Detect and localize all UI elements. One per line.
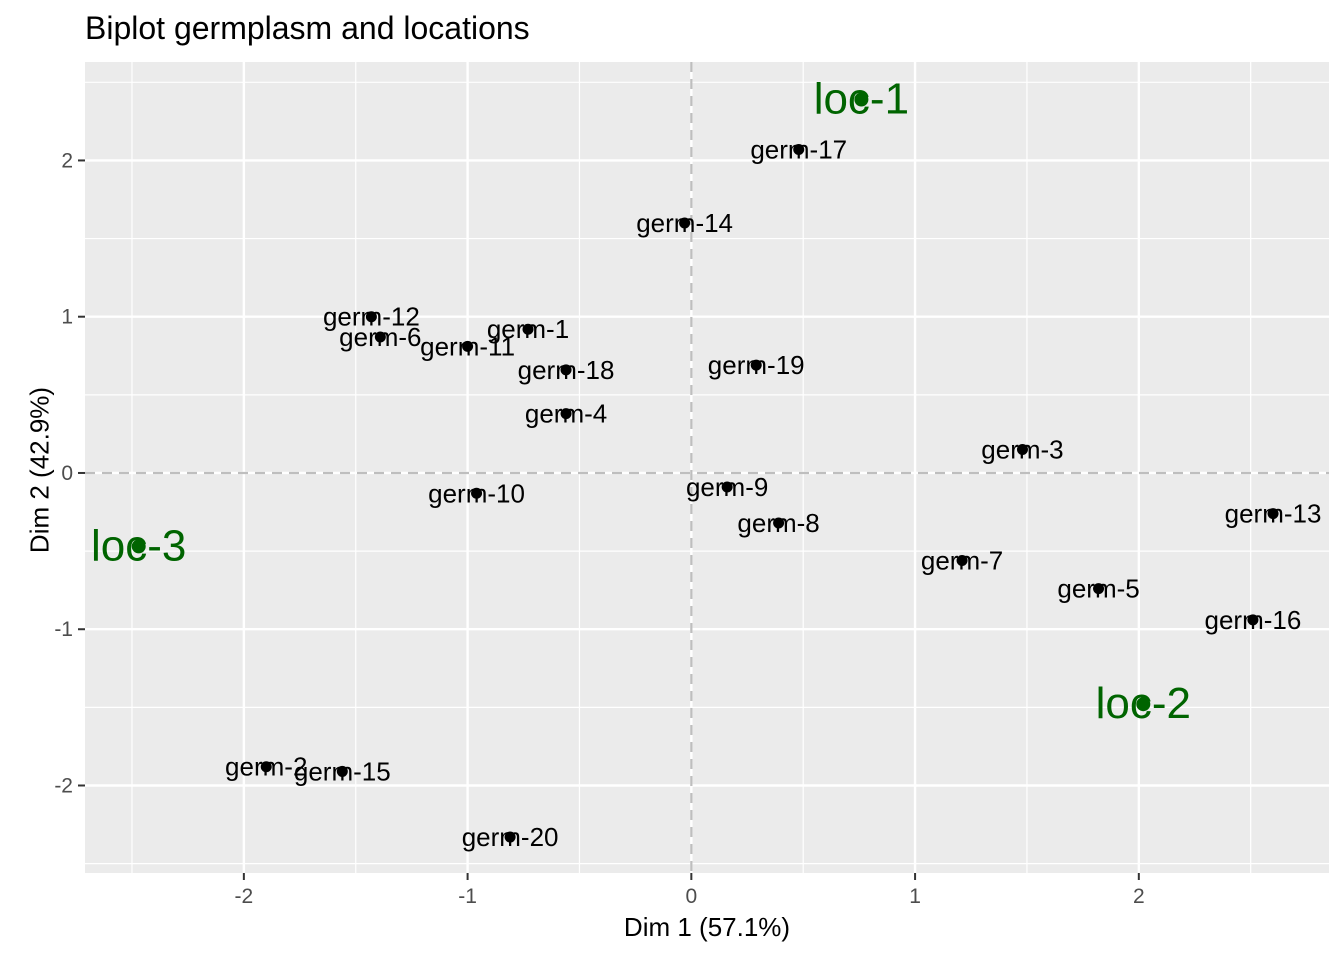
- reference-lines: [85, 62, 1329, 873]
- germplasm-point: [956, 554, 968, 566]
- germplasm-label: germ-7: [921, 545, 1003, 575]
- x-axis-label: Dim 1 (57.1%): [623, 912, 791, 942]
- germplasm-label: germ-3: [981, 435, 1063, 465]
- chart-title: Biplot germplasm and locations: [85, 10, 530, 46]
- germplasm-point: [773, 517, 785, 529]
- germplasm-point: [365, 311, 377, 323]
- germplasm-point: [1247, 614, 1259, 626]
- germplasm-label: germ-2: [225, 752, 307, 782]
- location-point: [854, 92, 869, 107]
- germplasm-label: germ-6: [339, 322, 421, 352]
- major-gridlines: [85, 62, 1329, 873]
- germplasm-label: germ-11: [420, 331, 515, 361]
- germplasm-label: germ-9: [686, 472, 768, 502]
- x-tick-label: 0: [685, 885, 697, 908]
- germplasm-point: [750, 359, 762, 371]
- germplasm-label: germ-12: [323, 302, 420, 332]
- location-label: loc-1: [814, 75, 909, 124]
- y-tick-label: 0: [61, 462, 73, 485]
- x-tick-label: -2: [235, 885, 254, 908]
- germplasm-point: [560, 364, 572, 376]
- germplasm-point: [504, 831, 516, 843]
- germplasm-label: germ-15: [294, 756, 391, 786]
- germplasm-point: [522, 323, 534, 335]
- germplasm-label: germ-1: [487, 314, 569, 344]
- germplasm-point: [374, 331, 386, 343]
- germplasm-label: germ-4: [525, 399, 607, 429]
- x-tick-label: 1: [909, 885, 921, 908]
- germplasm-label: germ-18: [518, 355, 615, 385]
- germplasm-label: germ-14: [636, 208, 733, 238]
- minor-gridlines: [85, 62, 1329, 873]
- y-tick-label: 2: [61, 149, 73, 172]
- chart-marks: germ-1germ-2germ-3germ-4germ-5germ-6germ…: [91, 75, 1321, 853]
- location-point: [131, 539, 146, 554]
- germplasm-point: [721, 481, 733, 493]
- plot-panel: [85, 62, 1329, 873]
- germplasm-point: [260, 761, 272, 773]
- location-label: loc-2: [1096, 679, 1191, 728]
- y-axis-label: Dim 2 (42.9%): [24, 386, 55, 554]
- germplasm-label: germ-5: [1057, 574, 1139, 604]
- germplasm-point: [1093, 583, 1105, 595]
- germplasm-label: germ-16: [1205, 605, 1302, 635]
- x-tick-label: -1: [458, 885, 477, 908]
- germplasm-label: germ-10: [428, 478, 525, 508]
- germplasm-label: germ-8: [737, 508, 819, 538]
- germplasm-point: [1016, 444, 1028, 456]
- location-point: [1136, 697, 1151, 712]
- germplasm-label: germ-13: [1225, 499, 1322, 529]
- germplasm-label: germ-17: [750, 135, 847, 165]
- germplasm-point: [560, 408, 572, 420]
- y-tick-label: -2: [54, 774, 73, 797]
- germplasm-point: [679, 217, 691, 229]
- germplasm-label: germ-20: [462, 822, 559, 852]
- germplasm-point: [336, 765, 348, 777]
- x-axis: -2 -1 0 1 2: [235, 873, 1145, 908]
- germplasm-point: [471, 487, 483, 499]
- germplasm-label: germ-19: [708, 350, 805, 380]
- germplasm-point: [793, 144, 805, 156]
- y-tick-label: -1: [54, 618, 73, 641]
- x-tick-label: 2: [1133, 885, 1145, 908]
- germplasm-point: [1267, 508, 1279, 520]
- location-label: loc-3: [91, 521, 186, 570]
- germplasm-point: [462, 340, 474, 352]
- y-tick-label: 1: [61, 306, 73, 329]
- y-axis: -2 -1 0 1 2: [54, 149, 85, 797]
